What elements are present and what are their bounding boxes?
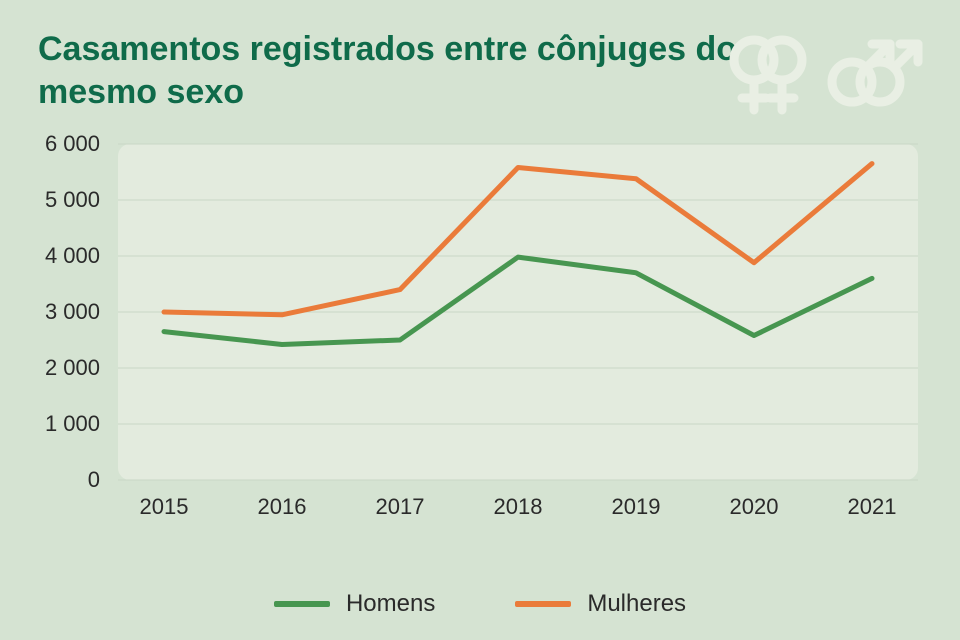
y-tick-label: 3 000 bbox=[45, 299, 100, 325]
y-tick-label: 5 000 bbox=[45, 187, 100, 213]
legend-item-mulheres: Mulheres bbox=[515, 590, 686, 618]
legend-label: Homens bbox=[346, 590, 435, 618]
chart-title: Casamentos registrados entre cônjuges do… bbox=[38, 28, 738, 113]
legend-item-homens: Homens bbox=[274, 590, 435, 618]
legend: Homens Mulheres bbox=[0, 586, 960, 618]
legend-swatch bbox=[515, 601, 571, 607]
x-axis: 2015 2016 2017 2018 2019 2020 2021 bbox=[118, 490, 918, 530]
series-line-homens bbox=[164, 257, 872, 344]
legend-label: Mulheres bbox=[587, 590, 686, 618]
x-tick-label: 2020 bbox=[730, 494, 779, 520]
y-tick-label: 2 000 bbox=[45, 355, 100, 381]
legend-swatch bbox=[274, 601, 330, 607]
x-tick-label: 2021 bbox=[848, 494, 897, 520]
chart: 0 1 000 2 000 3 000 4 000 5 000 6 000 2015 2016… bbox=[38, 130, 922, 550]
double-female-icon bbox=[734, 40, 802, 110]
y-tick-label: 4 000 bbox=[45, 243, 100, 269]
plot-area bbox=[118, 144, 918, 480]
y-tick-label: 0 bbox=[88, 467, 100, 493]
y-axis: 01 0002 0003 0004 0005 0006 000 bbox=[38, 130, 108, 480]
x-tick-label: 2015 bbox=[140, 494, 189, 520]
series-line-mulheres bbox=[164, 164, 872, 315]
y-tick-label: 6 000 bbox=[45, 131, 100, 157]
double-male-icon bbox=[832, 44, 918, 102]
x-tick-label: 2017 bbox=[376, 494, 425, 520]
y-tick-label: 1 000 bbox=[45, 411, 100, 437]
x-tick-label: 2016 bbox=[258, 494, 307, 520]
x-tick-label: 2019 bbox=[612, 494, 661, 520]
gender-icons bbox=[722, 20, 932, 130]
x-tick-label: 2018 bbox=[494, 494, 543, 520]
